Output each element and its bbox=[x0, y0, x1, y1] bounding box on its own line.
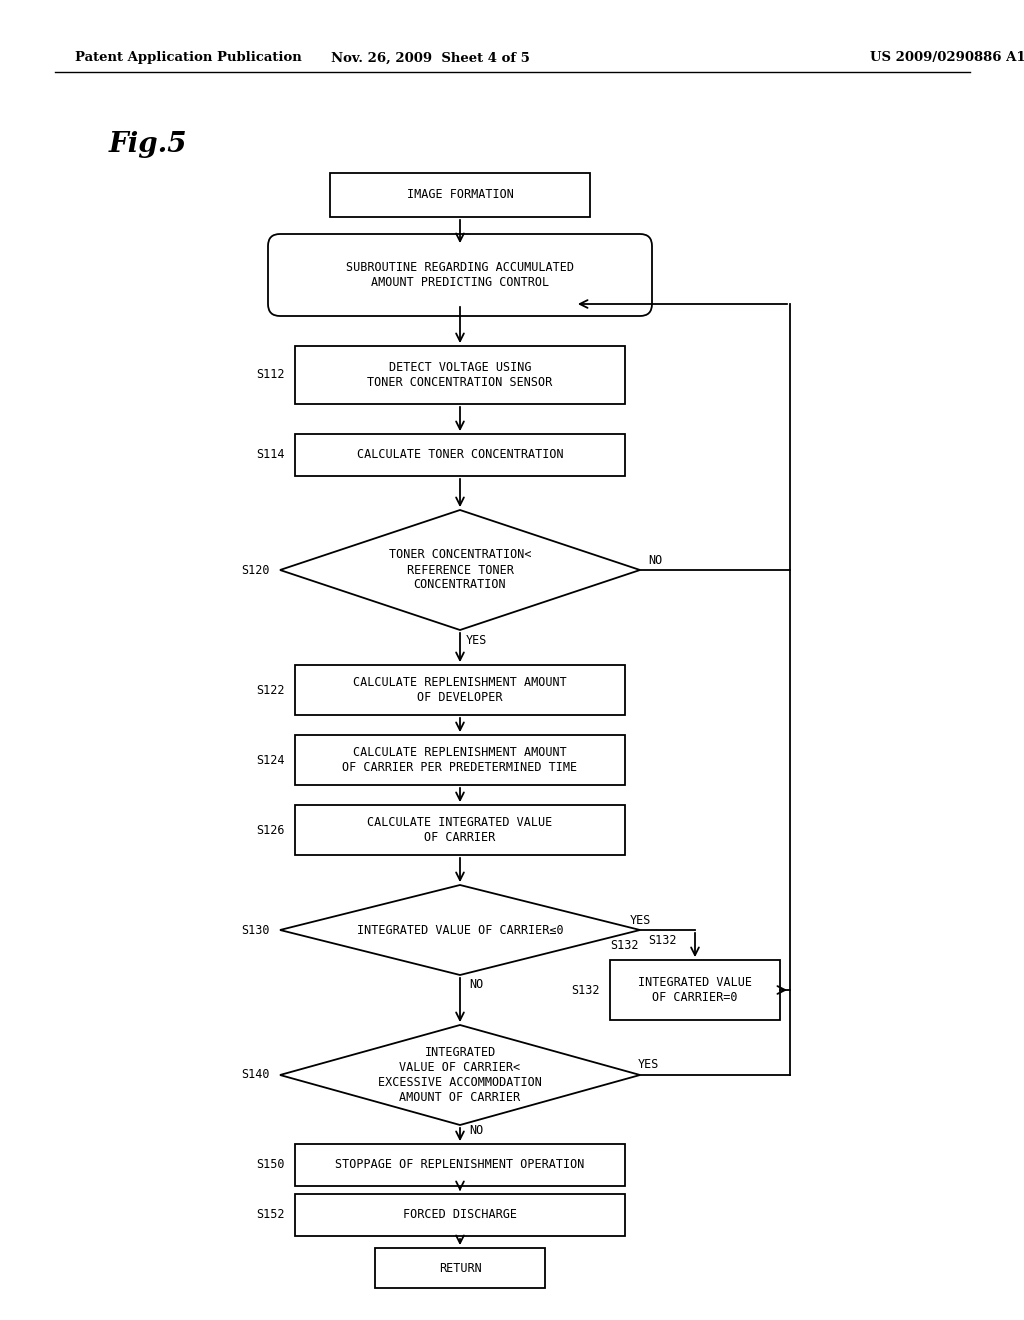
Text: S126: S126 bbox=[256, 824, 285, 837]
Text: NO: NO bbox=[648, 553, 663, 566]
Text: S132: S132 bbox=[571, 983, 600, 997]
Text: CALCULATE INTEGRATED VALUE
OF CARRIER: CALCULATE INTEGRATED VALUE OF CARRIER bbox=[368, 816, 553, 843]
FancyBboxPatch shape bbox=[295, 665, 625, 715]
FancyBboxPatch shape bbox=[295, 434, 625, 477]
FancyBboxPatch shape bbox=[295, 805, 625, 855]
Text: YES: YES bbox=[465, 634, 486, 647]
Text: S120: S120 bbox=[242, 564, 270, 577]
Text: S150: S150 bbox=[256, 1159, 285, 1172]
FancyBboxPatch shape bbox=[295, 1144, 625, 1185]
Text: YES: YES bbox=[630, 913, 650, 927]
Text: TONER CONCENTRATION<
REFERENCE TONER
CONCENTRATION: TONER CONCENTRATION< REFERENCE TONER CON… bbox=[389, 549, 531, 591]
Text: NO: NO bbox=[469, 1123, 483, 1137]
FancyBboxPatch shape bbox=[295, 346, 625, 404]
FancyBboxPatch shape bbox=[330, 173, 590, 216]
FancyBboxPatch shape bbox=[268, 234, 652, 315]
Text: NO: NO bbox=[469, 978, 483, 991]
Text: S124: S124 bbox=[256, 754, 285, 767]
FancyBboxPatch shape bbox=[375, 1247, 545, 1288]
Text: Patent Application Publication: Patent Application Publication bbox=[75, 51, 302, 65]
Text: FORCED DISCHARGE: FORCED DISCHARGE bbox=[403, 1209, 517, 1221]
Text: S132: S132 bbox=[648, 933, 677, 946]
Text: CALCULATE REPLENISHMENT AMOUNT
OF DEVELOPER: CALCULATE REPLENISHMENT AMOUNT OF DEVELO… bbox=[353, 676, 567, 704]
Text: STOPPAGE OF REPLENISHMENT OPERATION: STOPPAGE OF REPLENISHMENT OPERATION bbox=[335, 1159, 585, 1172]
Text: RETURN: RETURN bbox=[438, 1262, 481, 1275]
Text: DETECT VOLTAGE USING
TONER CONCENTRATION SENSOR: DETECT VOLTAGE USING TONER CONCENTRATION… bbox=[368, 360, 553, 389]
FancyBboxPatch shape bbox=[610, 960, 780, 1020]
Text: IMAGE FORMATION: IMAGE FORMATION bbox=[407, 189, 513, 202]
Text: S132: S132 bbox=[610, 939, 639, 952]
Text: CALCULATE TONER CONCENTRATION: CALCULATE TONER CONCENTRATION bbox=[356, 449, 563, 462]
Text: S140: S140 bbox=[242, 1068, 270, 1081]
Text: S130: S130 bbox=[242, 924, 270, 936]
FancyBboxPatch shape bbox=[295, 1195, 625, 1236]
Text: SUBROUTINE REGARDING ACCUMULATED
AMOUNT PREDICTING CONTROL: SUBROUTINE REGARDING ACCUMULATED AMOUNT … bbox=[346, 261, 574, 289]
Text: US 2009/0290886 A1: US 2009/0290886 A1 bbox=[870, 51, 1024, 65]
Polygon shape bbox=[280, 510, 640, 630]
FancyBboxPatch shape bbox=[295, 735, 625, 785]
Text: CALCULATE REPLENISHMENT AMOUNT
OF CARRIER PER PREDETERMINED TIME: CALCULATE REPLENISHMENT AMOUNT OF CARRIE… bbox=[342, 746, 578, 774]
Text: INTEGRATED VALUE
OF CARRIER=0: INTEGRATED VALUE OF CARRIER=0 bbox=[638, 975, 752, 1005]
Text: Nov. 26, 2009  Sheet 4 of 5: Nov. 26, 2009 Sheet 4 of 5 bbox=[331, 51, 529, 65]
Text: S114: S114 bbox=[256, 449, 285, 462]
Text: S152: S152 bbox=[256, 1209, 285, 1221]
Polygon shape bbox=[280, 884, 640, 975]
Text: S112: S112 bbox=[256, 368, 285, 381]
Text: S122: S122 bbox=[256, 684, 285, 697]
Text: YES: YES bbox=[637, 1059, 658, 1072]
Text: INTEGRATED
VALUE OF CARRIER<
EXCESSIVE ACCOMMODATION
AMOUNT OF CARRIER: INTEGRATED VALUE OF CARRIER< EXCESSIVE A… bbox=[378, 1045, 542, 1104]
Text: Fig.5: Fig.5 bbox=[109, 132, 187, 158]
Text: INTEGRATED VALUE OF CARRIER≤0: INTEGRATED VALUE OF CARRIER≤0 bbox=[356, 924, 563, 936]
Polygon shape bbox=[280, 1026, 640, 1125]
